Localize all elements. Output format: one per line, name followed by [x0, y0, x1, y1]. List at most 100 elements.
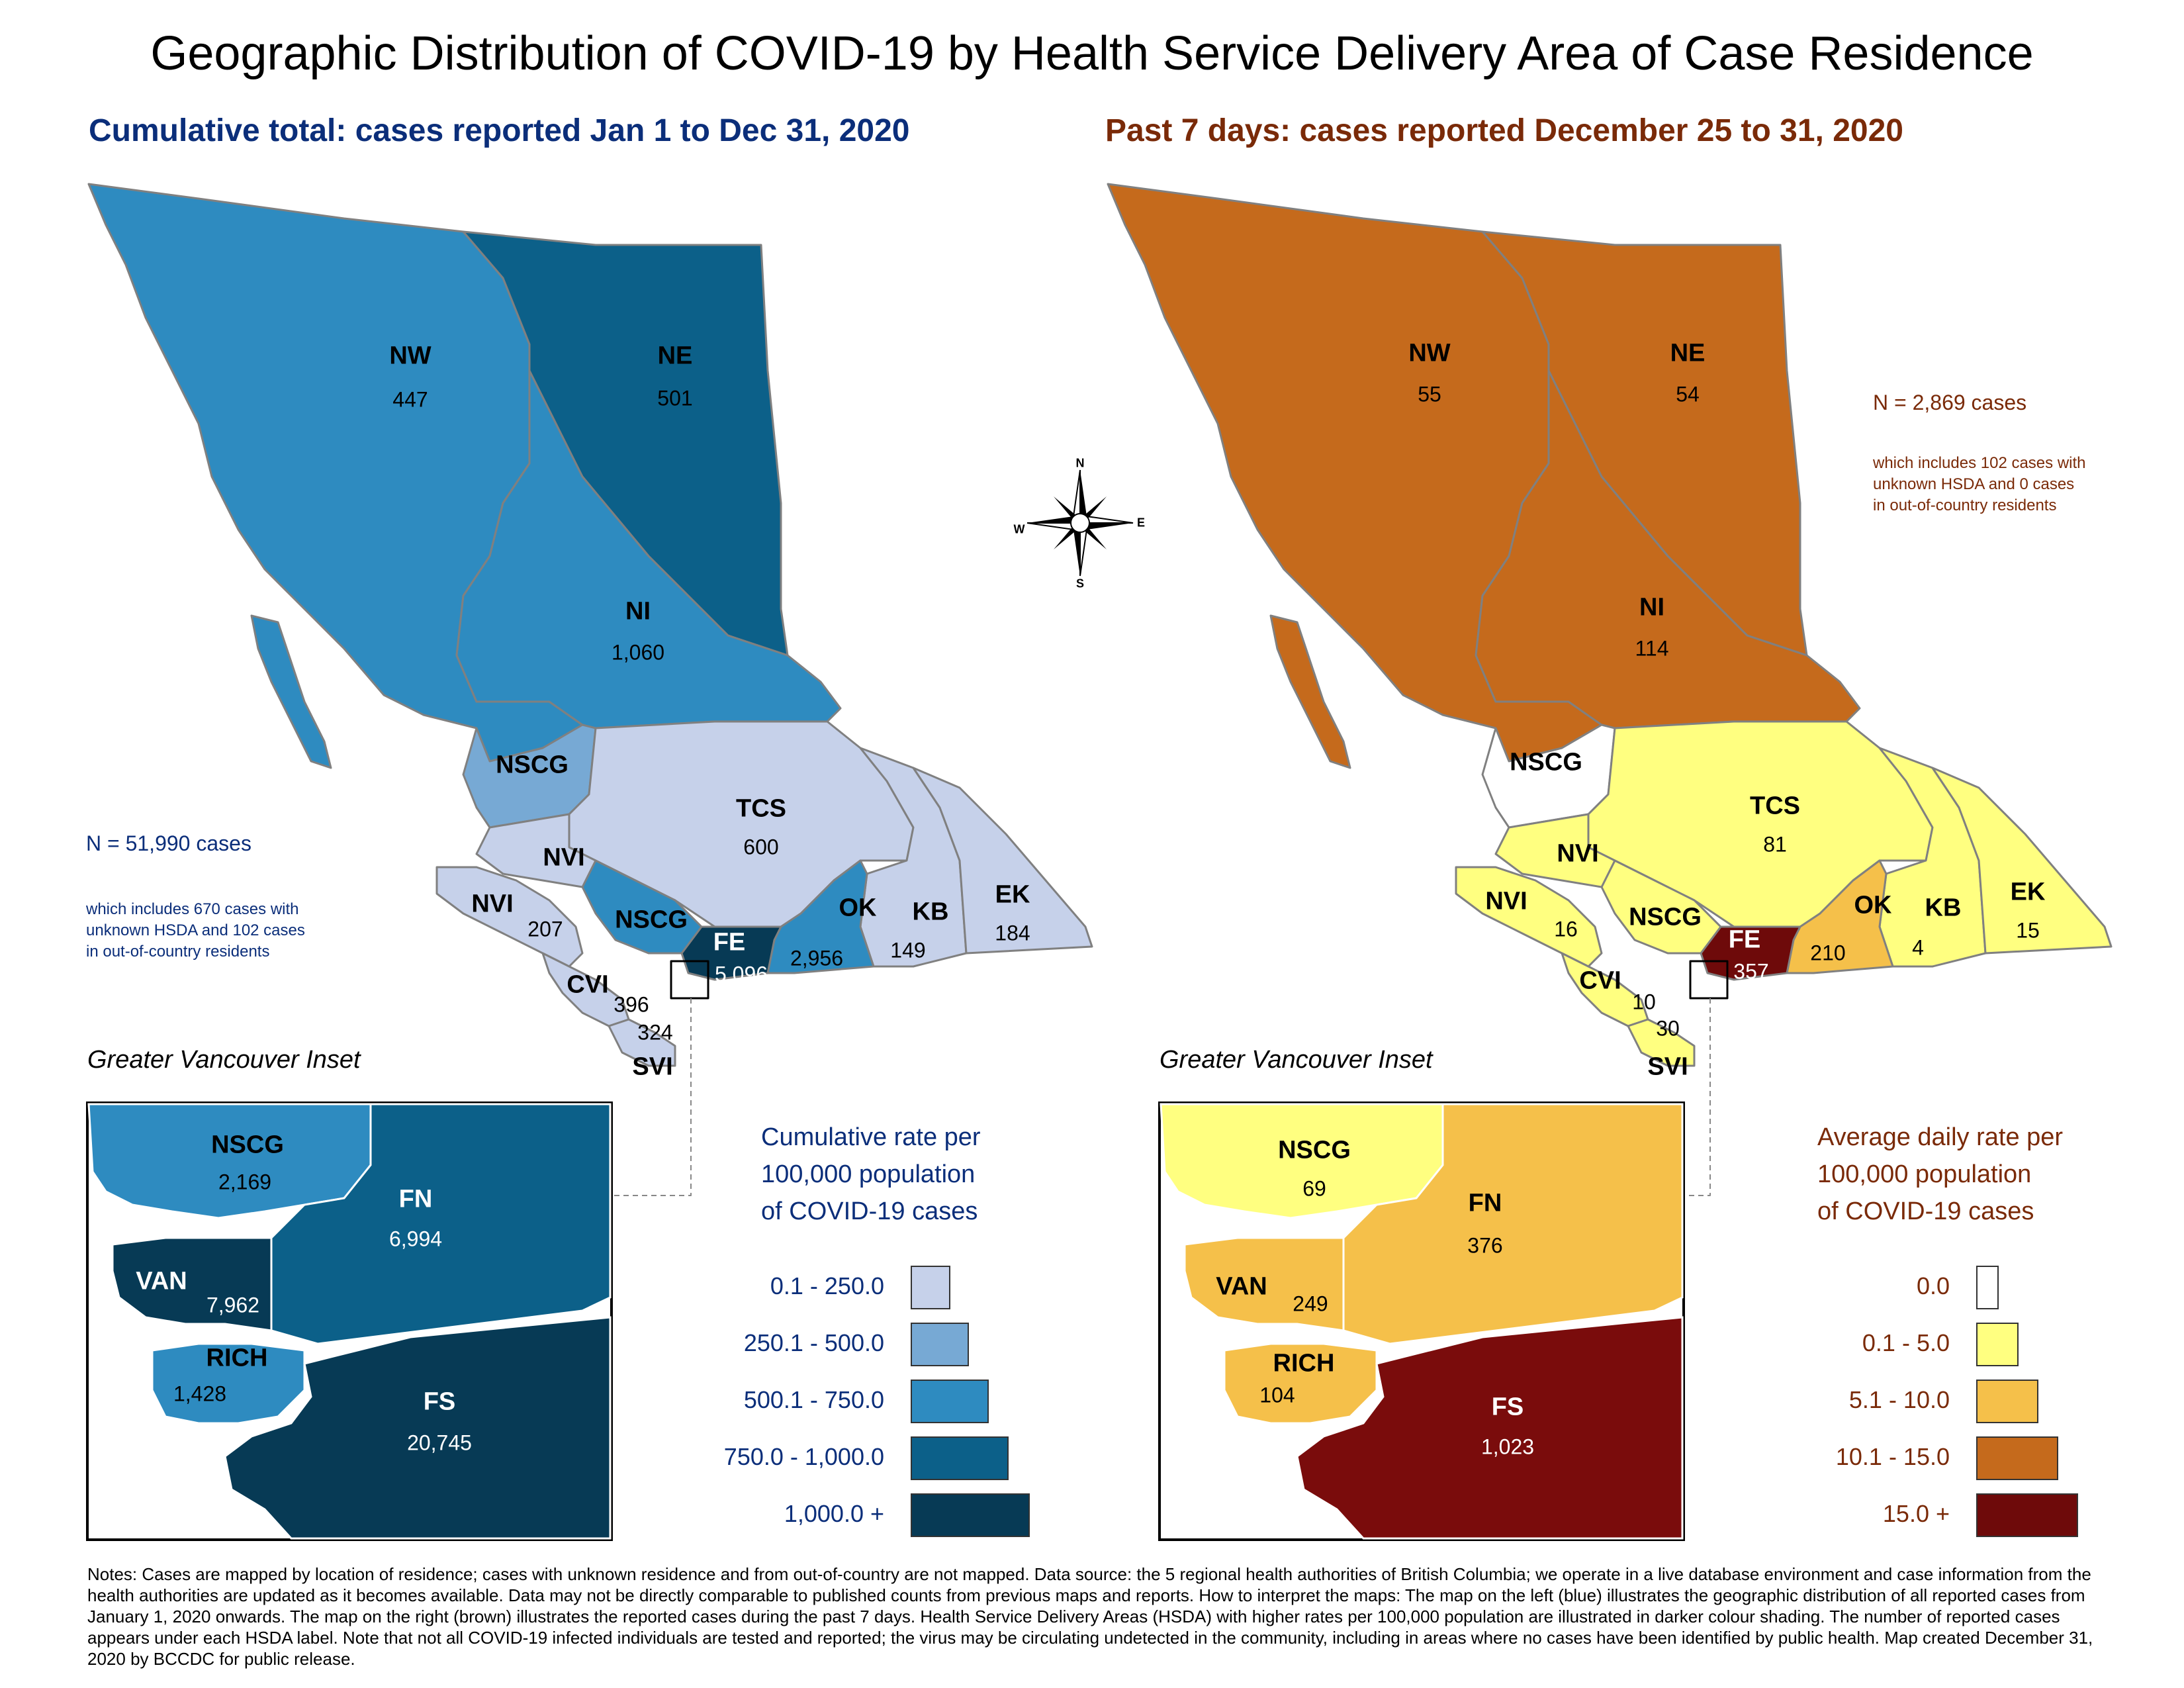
- right-region-svi: [1627, 1018, 1696, 1067]
- left-label-nvi-value: 207: [527, 917, 563, 941]
- left-label-svi-value: 324: [637, 1020, 673, 1045]
- left-inset-fs: [224, 1316, 612, 1540]
- right-label-kb-value: 4: [1912, 935, 1924, 960]
- left-label-ni-value: 1,060: [611, 640, 665, 665]
- right-legend-swatch: [1976, 1266, 1999, 1309]
- right-label-nvi-code: NVI: [1485, 887, 1527, 915]
- left-n-cases: N = 51,990 cases: [86, 831, 251, 855]
- left-legend-label: 1,000.0 +: [784, 1500, 884, 1527]
- right-label-cvi-code: CVI: [1579, 966, 1621, 995]
- left-label-cvi-value: 396: [614, 992, 649, 1017]
- right-n-note: which includes 102 cases with unknown HS…: [1873, 453, 2086, 516]
- right-label-nw-code: NW: [1408, 339, 1451, 367]
- left-legend-swatch: [911, 1266, 950, 1309]
- left-n-note-line: unknown HSDA and 102 cases: [86, 921, 305, 939]
- right-label-ok-code: OK: [1854, 891, 1892, 919]
- right-region-ek: [1931, 767, 2113, 955]
- left-label-tcs-value: 600: [743, 835, 779, 859]
- left-label-cvi-code: CVI: [567, 970, 609, 999]
- left-inset-rich-value: 1,428: [173, 1382, 227, 1406]
- left-label-fe-value: 5,096: [714, 962, 768, 986]
- right-label-ni-code: NI: [1639, 593, 1664, 622]
- right-label-ne-value: 54: [1676, 382, 1700, 406]
- right-inset-rich-value: 104: [1259, 1383, 1295, 1407]
- left-inset-nscg-value: 2,169: [218, 1170, 272, 1194]
- left-n-note-line: which includes 670 cases with: [86, 900, 299, 918]
- right-n-cases: N = 2,869 cases: [1873, 391, 2027, 414]
- right-label-cvi-value: 10: [1632, 990, 1656, 1014]
- compass-rose-icon: [1026, 469, 1134, 577]
- left-inset-leader: [612, 998, 692, 1196]
- left-legend-label: 0.1 - 250.0: [770, 1272, 884, 1299]
- right-label-ek-value: 15: [2016, 918, 2040, 943]
- right-region-nvi-upper: [1494, 813, 1616, 888]
- left-legend-swatch: [911, 1380, 989, 1423]
- right-label-ek-code: EK: [2010, 878, 2046, 906]
- compass-s-label: S: [1075, 577, 1085, 590]
- left-inset-title: Greater Vancouver Inset: [87, 1046, 361, 1074]
- left-label-ek-code: EK: [995, 880, 1030, 909]
- left-inset-fn-code: FN: [398, 1185, 433, 1213]
- left-label-nscg-code: NSCG: [496, 751, 569, 779]
- left-label-ne-value: 501: [657, 386, 693, 410]
- left-legend-title-line: Cumulative rate per: [761, 1123, 981, 1151]
- right-islands-haida: [1269, 614, 1351, 769]
- right-inset-rich: [1223, 1342, 1378, 1425]
- left-legend-title: Cumulative rate per 100,000 population o…: [761, 1119, 981, 1230]
- right-inset-fs-value: 1,023: [1480, 1434, 1535, 1459]
- left-inset-van-value: 7,962: [206, 1293, 260, 1317]
- right-inset-leader: [1681, 998, 1711, 1196]
- footnotes: Notes: Cases are mapped by location of r…: [87, 1564, 2093, 1669]
- right-legend-title-line: of COVID-19 cases: [1817, 1197, 2034, 1225]
- left-n-note-line: in out-of-country residents: [86, 943, 270, 961]
- right-label-fe-code: FE: [1728, 925, 1761, 954]
- right-legend-title: Average daily rate per 100,000 populatio…: [1817, 1119, 2063, 1230]
- right-inset-map: [1158, 1102, 1685, 1541]
- left-inset-rich-code: RICH: [206, 1344, 268, 1372]
- left-legend-title-line: of COVID-19 cases: [761, 1197, 978, 1225]
- left-label-kb-code: KB: [912, 898, 949, 926]
- right-subtitle: Past 7 days: cases reported December 25 …: [1105, 113, 1903, 148]
- left-province-map: [87, 183, 1093, 1196]
- right-legend-swatch: [1976, 1493, 2078, 1537]
- right-inset-fs: [1296, 1316, 1684, 1540]
- left-label-ok-code: OK: [839, 894, 877, 922]
- right-label-fe-value: 357: [1733, 959, 1769, 984]
- right-legend-title-line: Average daily rate per: [1817, 1123, 2064, 1151]
- left-label-ni-code: NI: [625, 597, 651, 626]
- right-legend-label: 15.0 +: [1882, 1500, 1950, 1527]
- left-inset-fn: [270, 1103, 612, 1345]
- right-inset-fn: [1342, 1103, 1684, 1345]
- left-region-svi: [608, 1018, 676, 1067]
- left-label-ok-value: 2,956: [790, 946, 844, 970]
- compass-w-label: W: [1013, 522, 1025, 536]
- right-inset-fn-code: FN: [1468, 1189, 1502, 1217]
- right-label-nscg-code: NSCG: [1510, 748, 1582, 776]
- right-inset-title: Greater Vancouver Inset: [1160, 1046, 1433, 1074]
- left-region-nvi: [435, 866, 584, 968]
- right-label-tcs-code: TCS: [1750, 792, 1800, 820]
- right-inset-van-value: 249: [1293, 1291, 1328, 1316]
- left-legend-swatch: [911, 1493, 1030, 1537]
- left-n-note: which includes 670 cases with unknown HS…: [86, 899, 305, 962]
- right-region-ni: [1475, 369, 1861, 729]
- compass-e-label: E: [1136, 516, 1146, 530]
- right-label-nw-value: 55: [1418, 382, 1441, 406]
- right-inset-nscg-code: NSCG: [1278, 1136, 1351, 1164]
- right-label-nvi-value: 16: [1554, 917, 1578, 941]
- right-label-tcs-value: 81: [1763, 832, 1787, 857]
- left-label-nw-value: 447: [392, 387, 428, 412]
- left-inset-van: [111, 1237, 273, 1332]
- left-label-nscg-lower-code: NSCG: [615, 906, 688, 934]
- left-legend-title-line: 100,000 population: [761, 1160, 976, 1188]
- right-legend-label: 5.1 - 10.0: [1848, 1386, 1950, 1413]
- right-inset-van: [1183, 1237, 1345, 1332]
- left-inset-fn-value: 6,994: [388, 1227, 443, 1251]
- right-legend-swatch: [1976, 1380, 2038, 1423]
- right-legend-swatch: [1976, 1436, 2058, 1480]
- left-label-nvi-code: NVI: [471, 890, 514, 918]
- left-label-ne-code: NE: [657, 342, 693, 370]
- left-inset-nscg-code: NSCG: [211, 1131, 284, 1159]
